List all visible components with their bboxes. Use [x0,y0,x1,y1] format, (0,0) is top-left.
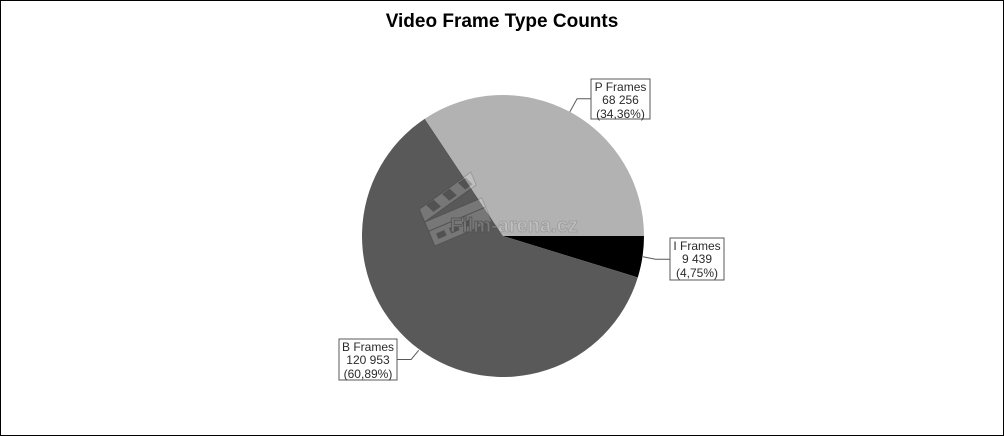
svg-text:Film-arena.cz: Film-arena.cz [450,215,578,237]
